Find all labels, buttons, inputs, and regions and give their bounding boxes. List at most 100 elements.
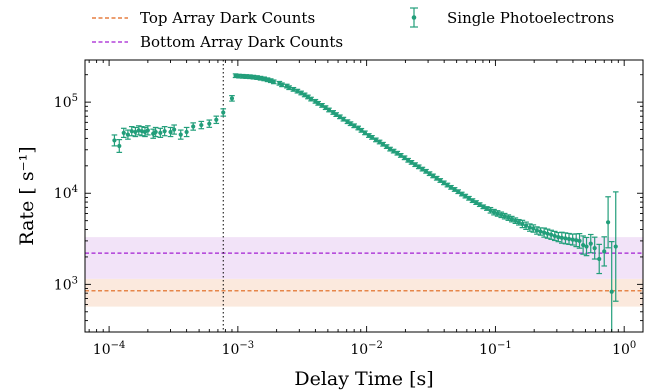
- x-tick-label: 10−1: [479, 340, 512, 358]
- marker: [153, 129, 158, 135]
- marker: [488, 208, 493, 213]
- marker: [577, 238, 582, 243]
- data-point: [177, 129, 184, 140]
- marker: [441, 180, 446, 185]
- data-point: [605, 196, 611, 249]
- marker: [129, 129, 134, 134]
- y-tick-label: 103: [54, 275, 78, 293]
- legend-label-bottom-array: Bottom Array Dark Counts: [140, 33, 343, 51]
- data-point: [142, 126, 148, 138]
- data-point: [326, 107, 332, 113]
- data-point: [308, 96, 314, 102]
- data-point: [608, 241, 615, 332]
- data-point: [469, 198, 476, 204]
- x-tick-label: 10−4: [93, 340, 126, 358]
- x-axis-title: Delay Time [s]: [294, 368, 433, 390]
- marker: [427, 171, 432, 176]
- marker: [605, 220, 611, 225]
- data-point: [527, 223, 533, 232]
- data-point: [120, 127, 127, 139]
- marker: [291, 87, 296, 92]
- data-point: [519, 219, 526, 229]
- data-point: [167, 126, 174, 138]
- marker: [341, 117, 346, 122]
- y-tick-label: 104: [54, 184, 78, 202]
- marker: [531, 226, 536, 231]
- marker: [452, 187, 457, 192]
- marker: [331, 110, 336, 115]
- marker: [542, 230, 547, 235]
- data-point: [270, 79, 277, 85]
- marker: [136, 128, 141, 133]
- band-1: [85, 237, 643, 279]
- marker: [345, 119, 350, 124]
- marker: [305, 94, 311, 100]
- marker: [527, 225, 532, 230]
- marker: [592, 246, 597, 251]
- marker: [191, 124, 196, 129]
- marker: [409, 160, 414, 165]
- data-point: [566, 232, 572, 246]
- marker: [470, 198, 475, 203]
- data-point: [206, 119, 213, 128]
- dark-count-bands: [85, 237, 643, 307]
- marker: [326, 107, 332, 113]
- marker: [463, 194, 468, 199]
- marker: [477, 202, 482, 207]
- marker: [162, 129, 167, 134]
- marker: [459, 191, 464, 197]
- photoelectron-points: [111, 73, 619, 332]
- marker: [369, 135, 375, 140]
- data-point: [544, 228, 551, 239]
- marker: [287, 85, 292, 90]
- marker: [523, 223, 529, 228]
- data-point: [229, 95, 235, 102]
- x-tick-label: 10−3: [222, 340, 255, 358]
- marker: [299, 90, 304, 96]
- data-point: [362, 130, 368, 136]
- marker: [316, 101, 321, 106]
- data-point: [419, 166, 426, 172]
- marker: [574, 238, 579, 243]
- data-point: [301, 92, 308, 98]
- data-point: [190, 122, 197, 131]
- data-point: [161, 126, 168, 137]
- data-point: [135, 125, 142, 136]
- marker: [481, 204, 486, 209]
- data-point: [366, 133, 372, 138]
- data-point: [390, 148, 397, 154]
- marker: [117, 143, 122, 149]
- data-point: [198, 120, 205, 130]
- marker: [556, 235, 561, 240]
- data-point: [548, 229, 554, 240]
- marker: [319, 103, 325, 108]
- marker: [302, 92, 307, 98]
- marker: [366, 133, 371, 138]
- data-point: [286, 85, 292, 91]
- y-tick-label: 105: [54, 93, 78, 111]
- marker: [613, 244, 618, 249]
- marker: [387, 147, 393, 152]
- data-point: [279, 82, 285, 88]
- marker: [563, 236, 568, 241]
- data-point: [290, 86, 297, 92]
- marker: [402, 155, 407, 160]
- band-0: [85, 278, 643, 307]
- marker: [184, 129, 189, 135]
- data-point: [376, 139, 383, 145]
- data-point: [132, 126, 139, 138]
- data-point: [596, 243, 603, 275]
- legend: Top Array Dark Counts Bottom Array Dark …: [92, 7, 614, 51]
- data-point: [369, 134, 375, 140]
- data-point: [183, 126, 190, 138]
- marker: [538, 229, 543, 234]
- data-point: [587, 233, 594, 254]
- legend-label-photoelectrons: Single Photoelectrons: [447, 9, 614, 27]
- marker: [448, 185, 454, 190]
- marker: [597, 256, 602, 262]
- marker: [158, 130, 163, 135]
- marker: [295, 89, 300, 94]
- data-point: [351, 123, 357, 129]
- x-tick-label: 10−2: [350, 340, 383, 358]
- legend-label-top-array: Top Array Dark Counts: [140, 9, 315, 27]
